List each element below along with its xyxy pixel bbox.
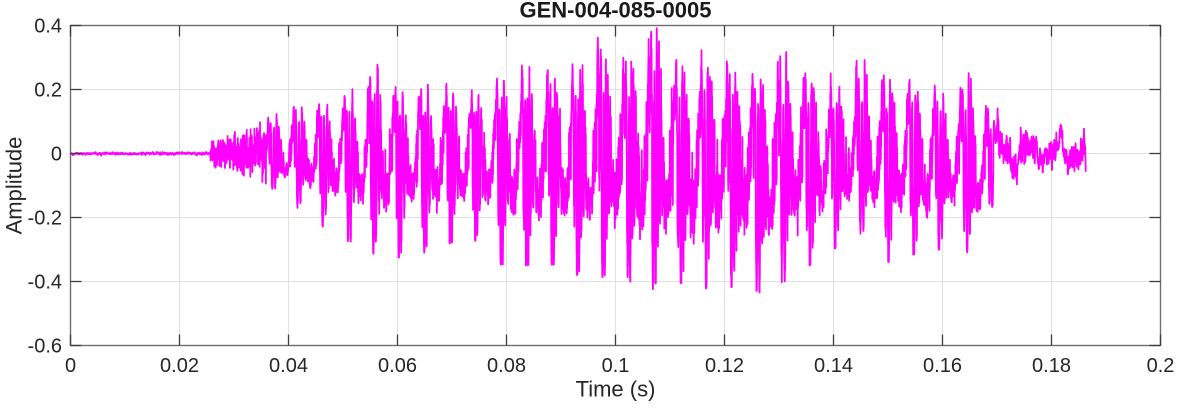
svg-text:-0.2: -0.2	[28, 208, 62, 230]
svg-text:0.12: 0.12	[705, 355, 744, 377]
svg-text:0.2: 0.2	[1147, 355, 1175, 377]
svg-text:0.06: 0.06	[378, 355, 417, 377]
svg-text:0.16: 0.16	[923, 355, 962, 377]
svg-text:0.2: 0.2	[34, 80, 62, 102]
svg-text:Time (s): Time (s)	[576, 377, 656, 402]
svg-text:0.08: 0.08	[487, 355, 526, 377]
svg-text:0: 0	[51, 144, 62, 166]
svg-text:GEN-004-085-0005: GEN-004-085-0005	[519, 0, 711, 23]
svg-text:0: 0	[65, 355, 76, 377]
svg-text:-0.4: -0.4	[28, 272, 62, 294]
svg-text:0.1: 0.1	[602, 355, 630, 377]
svg-text:0.04: 0.04	[269, 355, 308, 377]
svg-text:0.14: 0.14	[814, 355, 853, 377]
svg-text:0.18: 0.18	[1032, 355, 1071, 377]
svg-text:-0.6: -0.6	[28, 336, 62, 358]
svg-text:0.4: 0.4	[34, 16, 62, 38]
svg-text:0.02: 0.02	[160, 355, 199, 377]
svg-text:Amplitude: Amplitude	[2, 137, 27, 235]
